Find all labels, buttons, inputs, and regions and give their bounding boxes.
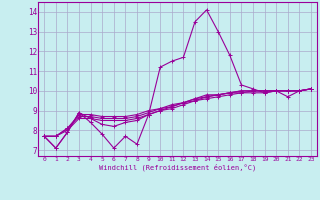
X-axis label: Windchill (Refroidissement éolien,°C): Windchill (Refroidissement éolien,°C) — [99, 164, 256, 171]
